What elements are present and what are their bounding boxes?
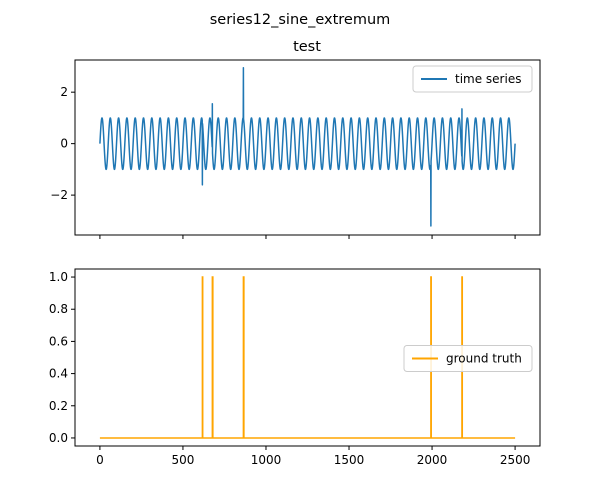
top-axes-title: test	[293, 39, 321, 55]
bottom-axes-frame	[74, 268, 541, 447]
y-tick-label: 0.0	[49, 431, 68, 445]
top-axes-ticks: −2 0 2	[50, 85, 516, 239]
top-axes-series-layer	[99, 66, 516, 227]
x-tick-label: 2500	[500, 453, 531, 467]
x-tick-label: 1500	[334, 453, 365, 467]
y-tick-label: 0.6	[49, 334, 68, 348]
y-tick-label: 0	[60, 137, 68, 151]
top-axes-frame	[74, 59, 541, 236]
x-tick-label: 0	[96, 453, 104, 467]
series-line-time-series	[99, 66, 516, 227]
y-tick-label: 0.2	[49, 399, 68, 413]
y-tick-label: 1.0	[49, 270, 68, 284]
y-tick-label: 0.8	[49, 302, 68, 316]
legend-label-time-series: time series	[455, 72, 521, 86]
top-axes-legend: time series	[412, 65, 533, 93]
y-tick-label: 2	[60, 85, 68, 99]
x-tick-label: 1000	[251, 453, 282, 467]
bottom-axes-ticks: 0 500 1000 1500 2000 2500 0.0 0.2 0.4 0.6 0.8 1.0	[49, 270, 530, 467]
top-axes: test −2 0 2 time series	[50, 39, 541, 239]
x-tick-label: 2000	[417, 453, 448, 467]
y-tick-label: −2	[50, 188, 68, 202]
legend-box	[403, 345, 533, 372]
x-tick-label: 500	[171, 453, 194, 467]
legend-label-ground-truth: ground truth	[446, 352, 522, 366]
legend-box	[412, 65, 533, 93]
bottom-axes: 0 500 1000 1500 2000 2500 0.0 0.2 0.4 0.6 0.8 1.0 g…	[49, 268, 541, 467]
bottom-axes-legend: ground truth	[403, 345, 533, 372]
figure-suptitle: series12_sine_extremum	[210, 12, 391, 28]
y-tick-label: 0.4	[49, 367, 68, 381]
